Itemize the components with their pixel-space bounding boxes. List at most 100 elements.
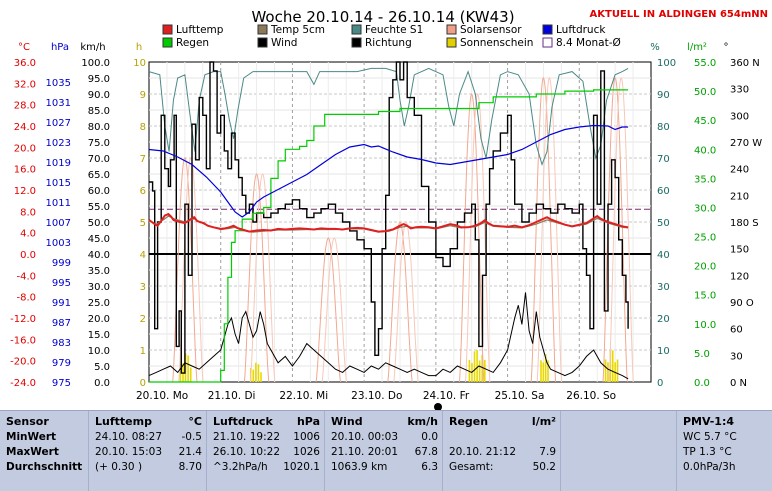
sunshine-bar — [616, 359, 619, 382]
sun-axis-tick-10: 0 — [140, 378, 146, 389]
humidity-axis-tick-8: 20 — [657, 314, 670, 325]
wind-axis-tick-8: 60.0 — [88, 186, 110, 197]
pmv-title: PMV-1:4 — [683, 415, 734, 428]
sunshine-bar — [179, 361, 182, 382]
luftdruck-unit: hPa — [296, 415, 320, 428]
luftdruck-max-time: 26.10. 10:22 — [213, 446, 280, 458]
sunshine-bar — [252, 369, 255, 382]
solar-curve-secondary-day-0 — [178, 157, 204, 383]
lufttemp-min-value: -0.5 — [181, 431, 203, 443]
humidity-axis-tick-2: 80 — [657, 122, 670, 133]
wind-axis-tick-1: 95.0 — [88, 74, 110, 85]
rain-axis-tick-3: 40.0 — [694, 145, 716, 156]
weather-week-chart: Woche 20.10.14 - 26.10.14 (KW43) AKTUELL… — [10, 8, 768, 410]
lufttemp-max-time: 20.10. 15:03 — [95, 446, 162, 458]
rain-axis-tick-9: 10.0 — [694, 320, 716, 331]
legend-label-9: 8.4 Monat-Ø — [556, 37, 621, 49]
regen-total-value: 50.2 — [532, 461, 556, 473]
sunshine-bar — [481, 354, 484, 382]
temp-axis-tick-11: -8.0 — [16, 293, 36, 304]
regen-total-label: Gesamt: — [449, 461, 494, 473]
empty-column — [560, 411, 676, 491]
legend-swatch-4 — [542, 24, 553, 35]
wind-axis-tick-7: 65.0 — [88, 170, 110, 181]
sun-axis-tick-3: 7 — [140, 154, 146, 165]
sunshine-bar — [540, 360, 542, 382]
x-label-6: 26.10. So — [566, 390, 616, 402]
wind-axis-tick-17: 15.0 — [88, 330, 110, 341]
temp-axis-tick-7: 8.0 — [20, 207, 36, 218]
wind-axis-tick-0: 100.0 — [81, 58, 110, 69]
rain-axis-tick-4: 35.0 — [694, 174, 716, 185]
current-time-marker — [434, 403, 442, 410]
direction-axis-tick-7: 150 — [730, 245, 749, 256]
humidity-axis-tick-9: 10 — [657, 346, 670, 357]
humidity-axis-tick-7: 30 — [657, 282, 670, 293]
sunshine-bar — [542, 362, 545, 382]
axes: 36.032.028.024.020.016.012.08.04.00.0-4.… — [10, 58, 762, 389]
rain-axis-tick-5: 30.0 — [694, 203, 716, 214]
pressure-axis-tick-15: 979 — [52, 358, 71, 369]
solar-curve-secondary-day-6 — [608, 76, 634, 383]
pmv-dewpoint: TP 1.3 °C — [683, 446, 732, 458]
humidity-axis-tick-10: 0 — [657, 378, 663, 389]
chart-title: Woche 20.10.14 - 26.10.14 (KW43) — [251, 8, 514, 26]
lufttemp-title: Lufttemp — [95, 415, 152, 428]
temp-axis-tick-8: 4.0 — [20, 229, 36, 240]
luftdruck-min-time: 21.10. 19:22 — [213, 431, 280, 443]
wind-axis-tick-12: 40.0 — [88, 250, 110, 261]
regen-max-time: 20.10. 21:12 — [449, 446, 516, 458]
pressure-axis-tick-10: 999 — [52, 258, 71, 269]
x-label-0: 20.10. Mo — [136, 390, 188, 402]
sunshine-bar — [607, 362, 609, 382]
temp-axis-tick-15: -24.0 — [10, 378, 36, 389]
sunshine-bar — [255, 362, 257, 382]
direction-axis-tick-12: 0 N — [730, 378, 747, 389]
regen-max-value: 7.9 — [539, 446, 556, 458]
direction-axis-tick-4: 240 — [730, 165, 749, 176]
wind-axis-tick-18: 10.0 — [88, 346, 110, 357]
direction-axis-tick-3: 270 W — [730, 138, 762, 149]
direction-axis-tick-0: 360 N — [730, 58, 760, 69]
x-label-2: 22.10. Mi — [279, 390, 328, 402]
rain-axis-tick-2: 45.0 — [694, 116, 716, 127]
direction-axis-tick-9: 90 O — [730, 298, 754, 309]
rain-axis-tick-11: 0.0 — [694, 378, 710, 389]
pressure-axis-tick-12: 991 — [52, 298, 71, 309]
wind-axis-tick-16: 20.0 — [88, 314, 110, 325]
regen-line — [149, 89, 629, 383]
temp-axis-tick-10: -4.0 — [16, 271, 36, 282]
rain-axis-tick-8: 15.0 — [694, 291, 716, 302]
wind-axis-tick-5: 75.0 — [88, 138, 110, 149]
sun-axis-tick-9: 1 — [140, 346, 146, 357]
legend: Lufttemp Temp 5cm Feuchte S1 Solarsensor Luf… — [162, 24, 621, 49]
wind-axis-tick-20: 0.0 — [94, 378, 110, 389]
pressure-axis-tick-1: 1035 — [46, 78, 71, 89]
pressure-axis-tick-9: 1003 — [46, 238, 71, 249]
legend-label-4: Luftdruck — [556, 24, 606, 36]
pressure-axis-tick-11: 995 — [52, 278, 71, 289]
regen-unit: l/m² — [531, 415, 556, 428]
solar-curve-day-6 — [602, 76, 628, 383]
sun-axis-tick-7: 3 — [140, 282, 146, 293]
direction-axis-tick-6: 180 S — [730, 218, 759, 229]
humidity-axis-tick-5: 50 — [657, 218, 670, 229]
axis-unit-humidity: % — [650, 42, 660, 53]
solar-curve-secondary-day-5 — [536, 76, 563, 383]
pressure-axis-tick-13: 987 — [52, 318, 71, 329]
sunshine-bar — [547, 360, 549, 382]
wind-axis-tick-2: 90.0 — [88, 90, 110, 101]
wind-axis-tick-3: 85.0 — [88, 106, 110, 117]
axis-units: °C hPa km/h h% l/m² ° — [18, 42, 728, 53]
pmv-windchill: WC 5.7 °C — [683, 431, 737, 443]
pressure-axis-tick-8: 1007 — [46, 218, 71, 229]
legend-label-7: Richtung — [365, 37, 412, 49]
sunshine-bar — [604, 359, 607, 382]
regen-title: Regen — [449, 415, 489, 428]
sun-axis-tick-1: 9 — [140, 90, 146, 101]
legend-swatch-9 — [542, 37, 553, 48]
pmv-column: PMV-1:4 WC 5.7 °C TP 1.3 °C 0.0hPa/3h — [676, 411, 772, 491]
wind-axis-tick-15: 25.0 — [88, 298, 110, 309]
legend-label-3: Solarsensor — [460, 24, 522, 36]
solar-curve-secondary-day-3 — [393, 221, 419, 383]
